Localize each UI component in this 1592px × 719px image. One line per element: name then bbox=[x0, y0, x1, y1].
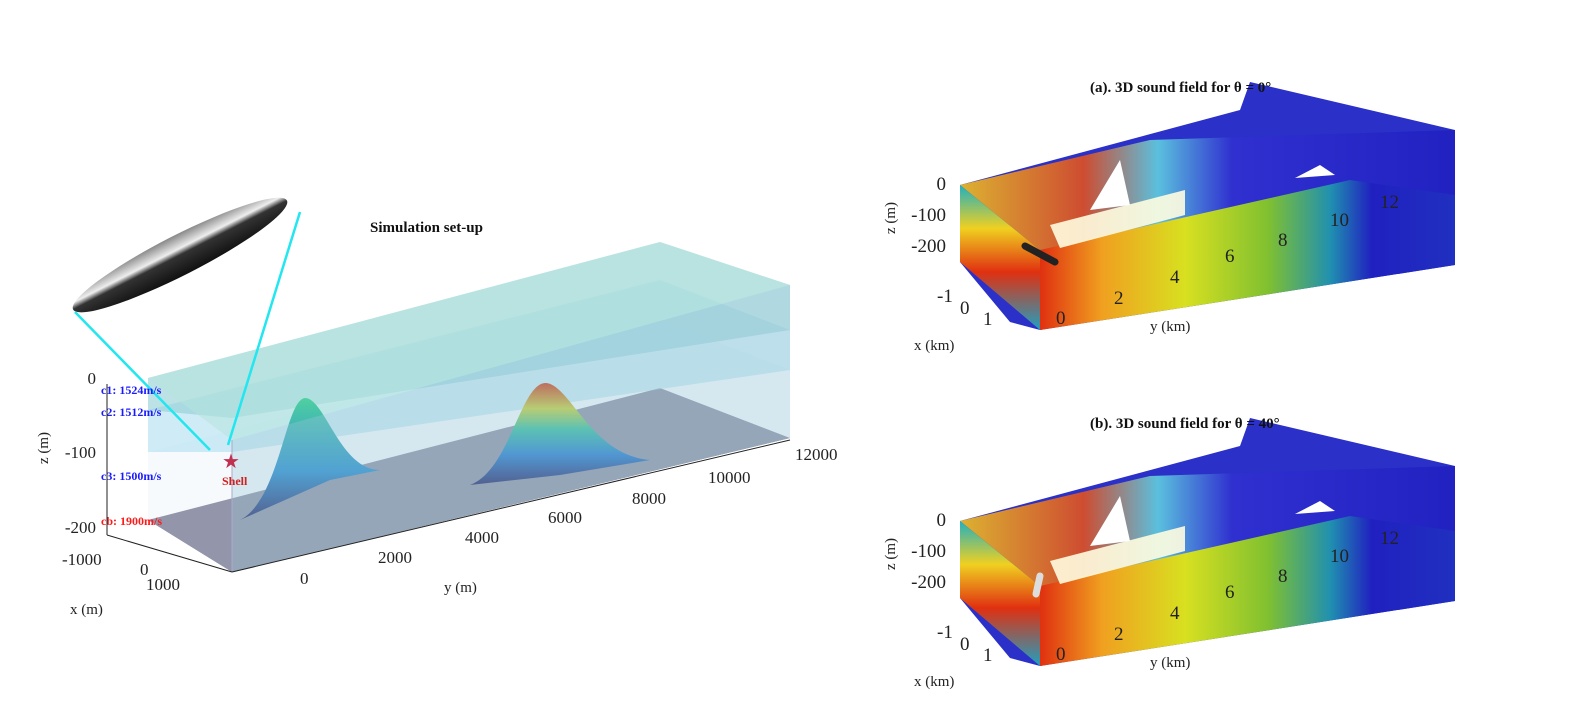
z-tick: 0 bbox=[937, 174, 947, 195]
z-tick: -100 bbox=[65, 443, 96, 462]
x-tick: 0 bbox=[960, 298, 970, 319]
field-front bbox=[1040, 180, 1455, 330]
star-icon: ★ bbox=[222, 451, 240, 473]
z-tick: -200 bbox=[911, 572, 946, 593]
field-slice bbox=[1050, 190, 1185, 248]
y-tick: 4000 bbox=[465, 528, 499, 547]
z-axis-label: z (m) bbox=[883, 538, 899, 570]
y-tick: 6 bbox=[1225, 582, 1235, 603]
y-tick: 2 bbox=[1114, 624, 1124, 645]
x-tick: -1 bbox=[937, 622, 953, 643]
layer-label: c1: 1524m/s bbox=[101, 383, 162, 397]
x-tick: -1000 bbox=[62, 550, 102, 569]
z-axis-label: z (m) bbox=[883, 202, 899, 234]
seamount-cutout bbox=[1295, 165, 1335, 178]
layer-label: c3: 1500m/s bbox=[101, 469, 162, 483]
panel-title: (a). 3D sound field for θ = 0° bbox=[1090, 80, 1271, 96]
seamount-2 bbox=[470, 383, 650, 485]
field-side bbox=[960, 185, 1040, 330]
x-tick: -1 bbox=[937, 286, 953, 307]
x-tick: 1 bbox=[983, 645, 993, 666]
field-slice bbox=[1050, 526, 1185, 584]
y-tick: 10000 bbox=[708, 468, 751, 487]
z-tick: -200 bbox=[65, 518, 96, 537]
field-front bbox=[1040, 516, 1455, 666]
y-axis-label: y (km) bbox=[1150, 655, 1190, 671]
seamount-cutout bbox=[1090, 496, 1130, 546]
submarine-icon bbox=[72, 197, 288, 313]
submarine-icon bbox=[1021, 242, 1059, 266]
y-tick: 12000 bbox=[795, 445, 838, 464]
x-tick: 1000 bbox=[146, 575, 180, 594]
x-axis-label: x (m) bbox=[70, 602, 103, 618]
source-label: Shell bbox=[222, 474, 248, 488]
y-tick: 4 bbox=[1170, 603, 1180, 624]
layer-label: c2: 1512m/s bbox=[101, 405, 162, 419]
layer-label: cb: 1900m/s bbox=[101, 514, 162, 528]
x-tick: 1 bbox=[983, 309, 993, 330]
z-tick: -100 bbox=[911, 205, 946, 226]
y-tick: 8000 bbox=[632, 489, 666, 508]
y-tick: 6000 bbox=[548, 508, 582, 527]
y-axis-label: y (km) bbox=[1150, 319, 1190, 335]
panel-a: (a). 3D sound field for θ = 0°0-100-200z… bbox=[883, 80, 1455, 354]
y-tick: 10 bbox=[1330, 210, 1349, 231]
panel-b: (b). 3D sound field for θ = 40°0-100-200… bbox=[883, 416, 1455, 690]
z-tick: -200 bbox=[911, 236, 946, 257]
sea-surface bbox=[148, 242, 790, 440]
box-front-face bbox=[232, 285, 790, 572]
y-tick: 0 bbox=[1056, 308, 1066, 329]
seamount-1 bbox=[240, 398, 380, 520]
y-tick: 0 bbox=[300, 569, 309, 588]
x-axis-label: x (km) bbox=[914, 338, 954, 354]
pointer-line bbox=[74, 311, 211, 451]
setup-title: Simulation set-up bbox=[370, 220, 483, 236]
y-tick: 4 bbox=[1170, 267, 1180, 288]
x-axis-label: x (km) bbox=[914, 674, 954, 690]
y-tick: 8 bbox=[1278, 566, 1288, 587]
y-tick: 2000 bbox=[378, 548, 412, 567]
z-tick: -100 bbox=[911, 541, 946, 562]
y-tick: 10 bbox=[1330, 546, 1349, 567]
z-tick: 0 bbox=[937, 510, 947, 531]
x-tick: 0 bbox=[960, 634, 970, 655]
y-tick: 0 bbox=[1056, 644, 1066, 665]
y-tick: 2 bbox=[1114, 288, 1124, 309]
field-side bbox=[960, 521, 1040, 666]
seamount-cutout bbox=[1090, 160, 1130, 210]
y-axis-label: y (m) bbox=[444, 580, 477, 596]
seamount-cutout bbox=[1295, 501, 1335, 514]
pointer-line bbox=[226, 211, 302, 446]
z-tick: 0 bbox=[88, 369, 97, 388]
submarine-icon bbox=[1032, 572, 1044, 598]
y-tick: 12 bbox=[1380, 192, 1399, 213]
y-tick: 8 bbox=[1278, 230, 1288, 251]
x-tick: 0 bbox=[140, 560, 149, 579]
y-tick: 6 bbox=[1225, 246, 1235, 267]
y-tick: 12 bbox=[1380, 528, 1399, 549]
z-axis-label: z (m) bbox=[36, 432, 52, 464]
panel-title: (b). 3D sound field for θ = 40° bbox=[1090, 416, 1280, 432]
